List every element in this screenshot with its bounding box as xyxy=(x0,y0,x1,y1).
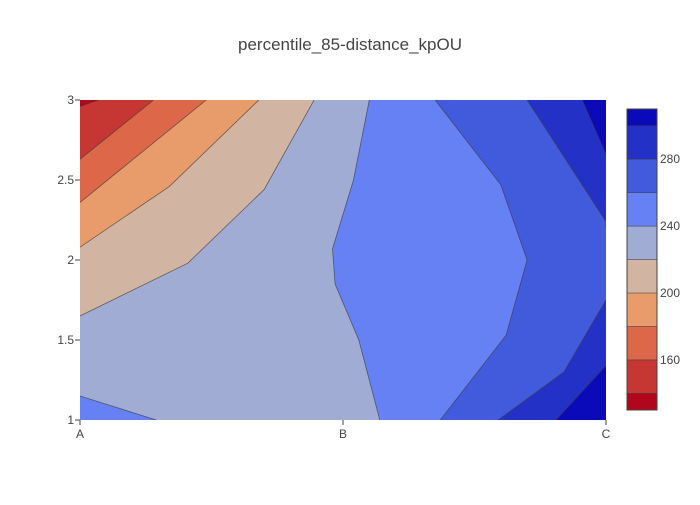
contour-line xyxy=(332,100,381,420)
colorbar-swatch xyxy=(626,326,658,361)
contour-line xyxy=(80,100,154,160)
contour-line xyxy=(434,100,528,420)
y-axis: 1 1.5 2 2.5 3 xyxy=(57,93,80,427)
colorbar-swatch xyxy=(626,292,658,327)
x-tick-label: C xyxy=(602,427,611,441)
colorbar-swatch xyxy=(626,158,658,193)
colorbar-swatch xyxy=(626,392,658,411)
chart-title: percentile_85-distance_kpOU xyxy=(238,35,462,54)
y-tick-label: 2 xyxy=(67,253,74,267)
contour-line xyxy=(80,100,99,107)
plot-area xyxy=(80,100,606,420)
colorbar: 160 200 240 280 xyxy=(626,108,680,411)
y-tick-label: 1 xyxy=(67,413,74,427)
contour-line xyxy=(80,100,315,317)
contour-region xyxy=(498,300,606,420)
colorbar-swatch xyxy=(626,125,658,160)
contour-line xyxy=(581,100,606,155)
colorbar-frame xyxy=(626,108,658,411)
contour-region xyxy=(527,100,606,228)
colorbar-swatch xyxy=(626,192,658,227)
contour-line xyxy=(555,365,606,420)
colorbar-tick-label: 240 xyxy=(660,219,680,233)
colorbar-tick-label: 280 xyxy=(660,152,680,166)
colorbar-tick-label: 160 xyxy=(660,353,680,367)
y-tick-label: 2.5 xyxy=(57,173,74,187)
colorbar-swatch xyxy=(626,259,658,294)
colorbar-swatch xyxy=(626,359,658,394)
colorbar-swatch xyxy=(626,225,658,260)
contour-line xyxy=(497,299,606,420)
colorbar-tick-label: 200 xyxy=(660,286,680,300)
contour-line xyxy=(80,100,260,248)
contour-line xyxy=(80,100,207,203)
y-tick-label: 3 xyxy=(67,93,74,107)
x-tick-label: A xyxy=(76,427,84,441)
y-tick-label: 1.5 xyxy=(57,333,74,347)
x-axis: A B C xyxy=(76,420,611,441)
contour-region xyxy=(435,100,606,420)
contour-line xyxy=(80,395,157,420)
x-tick-label: B xyxy=(339,427,347,441)
contour-line xyxy=(526,100,606,228)
colorbar-swatch xyxy=(626,108,658,127)
